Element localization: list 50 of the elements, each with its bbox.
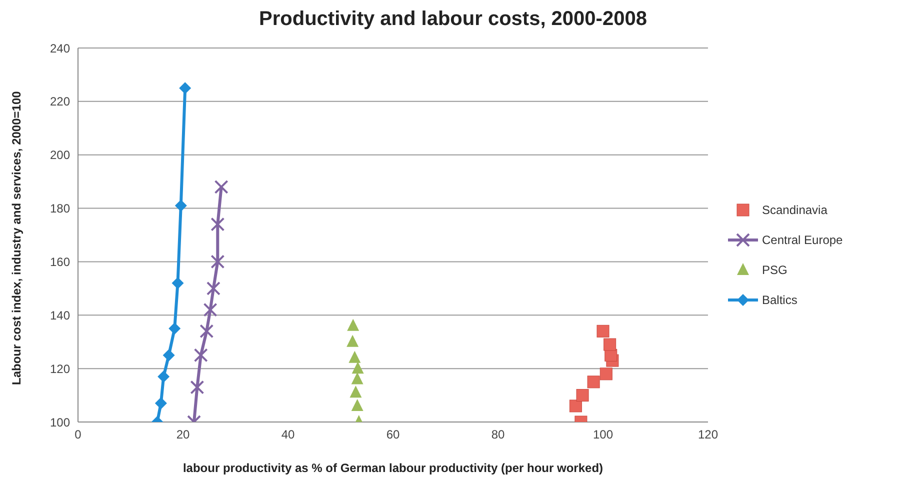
x-axis-title: labour productivity as % of German labour productivity (per hour worked)	[182, 461, 604, 475]
point	[158, 370, 170, 383]
x-tick-label: 120	[698, 428, 718, 442]
point	[347, 318, 360, 331]
point	[214, 180, 228, 194]
x-tick-label: 40	[281, 428, 295, 442]
point	[210, 254, 225, 269]
y-tick-label: 200	[50, 148, 70, 162]
point	[346, 334, 359, 347]
point	[203, 302, 218, 317]
legend-label: PSG	[762, 263, 788, 277]
point	[600, 368, 612, 380]
point	[174, 200, 187, 212]
x-tick-label: 60	[386, 428, 400, 442]
point	[179, 82, 192, 94]
point	[351, 372, 364, 384]
point	[168, 322, 181, 334]
point	[350, 386, 362, 398]
point	[162, 349, 175, 362]
point	[154, 397, 167, 410]
y-tick-label: 160	[50, 254, 70, 269]
y-tick-label: 100	[50, 415, 70, 430]
point	[587, 376, 600, 388]
y-tick-label: 120	[50, 362, 70, 376]
point	[348, 350, 361, 363]
point	[194, 348, 208, 362]
y-tick-label: 140	[50, 308, 70, 322]
point	[172, 277, 184, 290]
y-tick-label: 220	[50, 94, 70, 109]
x-tick-label: 20	[176, 428, 190, 442]
y-axis-title: Labour cost index, industry and services, 2000=100	[9, 90, 24, 385]
point	[569, 400, 582, 412]
point	[210, 217, 225, 232]
legend-label: Central Europe	[762, 233, 843, 247]
point	[576, 389, 589, 402]
chart-title: Productivity and labour costs, 2000-2008	[258, 8, 648, 32]
point	[200, 324, 214, 338]
point	[190, 380, 204, 394]
legend-label: Scandinavia	[762, 203, 828, 217]
point	[351, 398, 364, 411]
point	[596, 324, 610, 338]
point	[206, 281, 220, 296]
x-tick-label: 100	[592, 428, 614, 442]
point	[352, 362, 364, 374]
x-tick-label: 0	[74, 428, 82, 442]
y-tick-label: 240	[50, 41, 70, 56]
point	[604, 338, 616, 351]
legend-label: Baltics	[762, 293, 798, 307]
x-tick-label: 80	[491, 428, 505, 442]
y-tick-label: 180	[50, 202, 70, 216]
